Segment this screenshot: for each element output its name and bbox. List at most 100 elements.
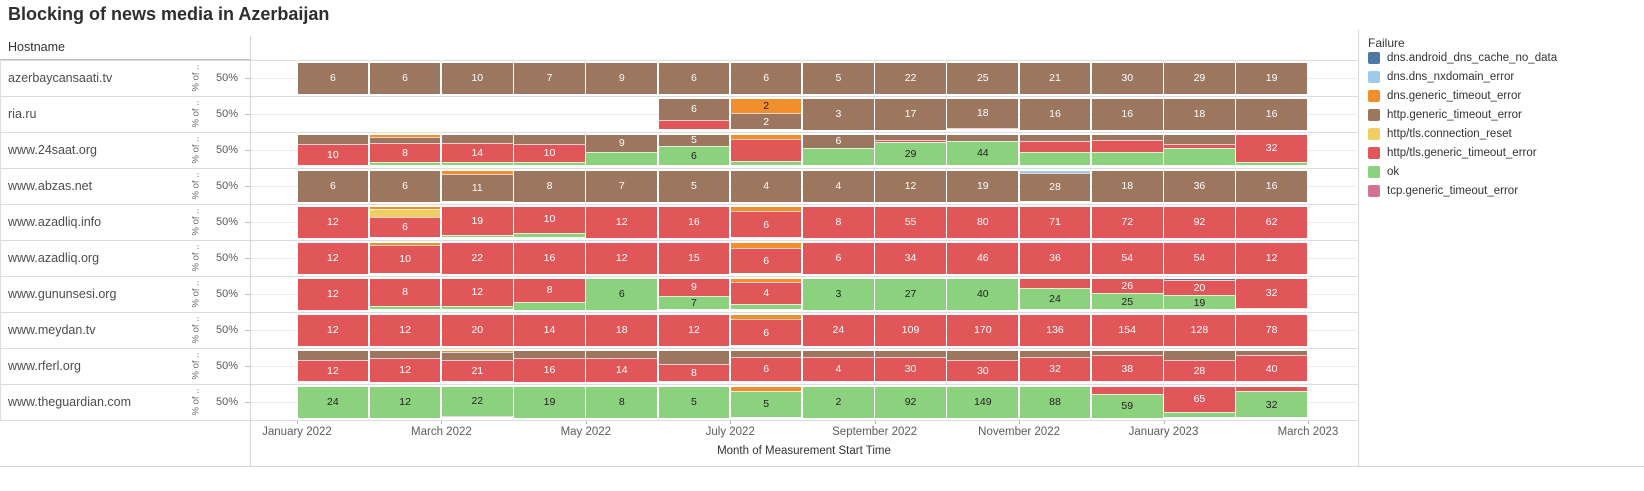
- month-bar[interactable]: 16: [1236, 98, 1307, 130]
- bar-segment[interactable]: 6: [658, 62, 730, 94]
- bar-segment[interactable]: 19: [514, 386, 585, 418]
- bar-segment[interactable]: 16: [658, 206, 730, 238]
- bar-segment[interactable]: [1164, 144, 1235, 149]
- month-bar[interactable]: 4: [803, 170, 874, 202]
- legend-item-tcp[interactable]: tcp.generic_timeout_error: [1368, 185, 1518, 197]
- month-bar[interactable]: 12: [297, 278, 369, 310]
- bar-segment[interactable]: 80: [947, 206, 1019, 238]
- bar-segment[interactable]: 9: [586, 62, 658, 94]
- bar-segment[interactable]: [875, 139, 946, 142]
- month-bar[interactable]: 12: [297, 206, 369, 238]
- month-bar[interactable]: 30: [875, 350, 946, 382]
- month-bar[interactable]: 109: [875, 314, 946, 346]
- month-bar[interactable]: [1164, 134, 1235, 166]
- bar-segment[interactable]: 2: [730, 98, 802, 114]
- month-bar[interactable]: 6: [730, 242, 802, 274]
- bar-segment[interactable]: 3: [803, 278, 874, 310]
- legend-item-ok[interactable]: ok: [1368, 166, 1399, 178]
- bar-segment[interactable]: 6: [730, 248, 802, 274]
- month-bar[interactable]: 8: [803, 206, 874, 238]
- month-bar[interactable]: 6: [730, 206, 802, 238]
- month-bar[interactable]: 18: [586, 314, 658, 346]
- month-bar[interactable]: 5: [803, 62, 874, 94]
- month-bar[interactable]: 12: [658, 314, 730, 346]
- bar-segment[interactable]: 10: [442, 62, 513, 94]
- bar-segment[interactable]: [297, 134, 369, 144]
- month-bar[interactable]: 54: [1164, 242, 1235, 274]
- bar-segment[interactable]: [1236, 386, 1307, 392]
- bar-segment[interactable]: 28: [1164, 359, 1235, 382]
- bar-segment[interactable]: 10: [514, 206, 585, 233]
- bar-segment[interactable]: [730, 160, 802, 166]
- month-bar[interactable]: 25: [947, 62, 1019, 94]
- month-bar[interactable]: 149: [947, 386, 1019, 418]
- bar-segment[interactable]: 5: [730, 390, 802, 418]
- month-bar[interactable]: 4: [730, 278, 802, 310]
- bar-segment[interactable]: [1236, 307, 1307, 310]
- bar-segment[interactable]: 18: [1091, 170, 1163, 202]
- bar-segment[interactable]: 10: [297, 143, 369, 166]
- month-bar[interactable]: 12: [369, 386, 441, 418]
- bar-segment[interactable]: [1164, 350, 1235, 360]
- bar-segment[interactable]: 72: [1091, 206, 1163, 238]
- bar-segment[interactable]: 7: [658, 295, 730, 310]
- month-bar[interactable]: 8: [369, 134, 441, 166]
- month-bar[interactable]: 8: [514, 170, 585, 202]
- bar-segment[interactable]: 136: [1019, 314, 1091, 346]
- bar-segment[interactable]: 12: [297, 242, 369, 274]
- bar-segment[interactable]: 26: [1091, 278, 1163, 294]
- month-bar[interactable]: 92: [1164, 206, 1235, 238]
- bar-segment[interactable]: [369, 242, 441, 245]
- month-bar[interactable]: 2: [803, 386, 874, 418]
- month-bar[interactable]: 19: [442, 206, 513, 238]
- bar-segment[interactable]: 5: [803, 62, 874, 94]
- bar-segment[interactable]: 170: [947, 314, 1019, 346]
- month-bar[interactable]: 170: [947, 314, 1019, 346]
- month-bar[interactable]: 18: [947, 98, 1019, 130]
- bar-segment[interactable]: 18: [947, 98, 1019, 128]
- bar-segment[interactable]: [730, 134, 802, 140]
- month-bar[interactable]: 14: [586, 350, 658, 382]
- bar-segment[interactable]: 6: [297, 170, 369, 202]
- bar-segment[interactable]: [730, 314, 802, 320]
- bar-segment[interactable]: [730, 206, 802, 212]
- month-bar[interactable]: 3: [803, 278, 874, 310]
- bar-segment[interactable]: [730, 386, 802, 391]
- bar-segment[interactable]: 10: [369, 244, 441, 274]
- month-bar[interactable]: 36: [1164, 170, 1235, 202]
- bar-segment[interactable]: 8: [369, 143, 441, 163]
- month-bar[interactable]: 22: [875, 62, 946, 94]
- bar-segment[interactable]: 4: [803, 356, 874, 382]
- month-bar[interactable]: 16: [514, 350, 585, 382]
- legend-item-dgt[interactable]: dns.generic_timeout_error: [1368, 90, 1521, 102]
- bar-segment[interactable]: 40: [947, 278, 1019, 310]
- bar-segment[interactable]: 109: [875, 314, 946, 346]
- bar-segment[interactable]: 6: [803, 134, 874, 149]
- month-bar[interactable]: 44: [947, 134, 1019, 166]
- bar-segment[interactable]: [1236, 350, 1307, 356]
- month-bar[interactable]: 34: [875, 242, 946, 274]
- month-bar[interactable]: 22: [442, 386, 513, 418]
- month-bar[interactable]: 6: [369, 62, 441, 94]
- month-bar[interactable]: 38: [1091, 350, 1163, 382]
- bar-segment[interactable]: [1164, 278, 1235, 281]
- bar-segment[interactable]: [297, 350, 369, 360]
- month-bar[interactable]: 15: [658, 242, 730, 274]
- month-bar[interactable]: 21: [1019, 62, 1091, 94]
- month-bar[interactable]: 12: [1236, 242, 1307, 274]
- bar-segment[interactable]: 7: [514, 62, 585, 94]
- bar-segment[interactable]: [658, 119, 730, 130]
- bar-segment[interactable]: [803, 148, 874, 166]
- bar-segment[interactable]: 12: [297, 278, 369, 310]
- bar-segment[interactable]: [442, 170, 513, 175]
- month-bar[interactable]: 12: [369, 314, 441, 346]
- bar-segment[interactable]: [1091, 134, 1163, 141]
- bar-segment[interactable]: [1236, 162, 1307, 166]
- bar-segment[interactable]: 5: [658, 134, 730, 147]
- bar-segment[interactable]: 15: [658, 242, 730, 274]
- month-bar[interactable]: 24: [297, 386, 369, 418]
- month-bar[interactable]: 32: [1019, 350, 1091, 382]
- bar-segment[interactable]: 54: [1164, 242, 1235, 274]
